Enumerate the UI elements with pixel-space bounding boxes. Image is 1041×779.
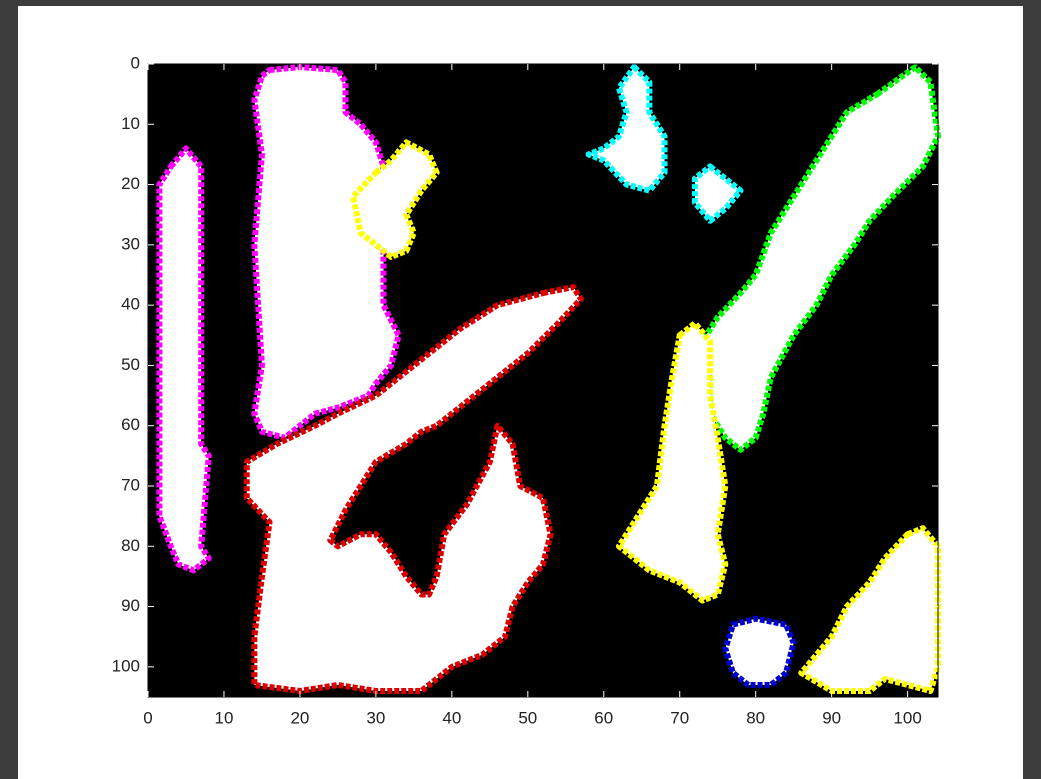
x-tick-label: 90 bbox=[822, 708, 841, 727]
y-tick-label: 30 bbox=[121, 234, 140, 253]
y-tick-label: 40 bbox=[121, 295, 140, 314]
y-tick-label: 90 bbox=[121, 596, 140, 615]
y-tick-label: 60 bbox=[121, 415, 140, 434]
y-tick-label: 70 bbox=[121, 475, 140, 494]
x-tick-label: 40 bbox=[442, 708, 461, 727]
x-tick-label: 0 bbox=[143, 708, 152, 727]
x-tick-label: 70 bbox=[670, 708, 689, 727]
x-tick-label: 80 bbox=[746, 708, 765, 727]
y-tick-label: 0 bbox=[131, 53, 140, 72]
chart: 0 10 20 30 40 50 60 70 80 90 100 0 10 20 30 40 50 60 70 80 9… bbox=[0, 0, 1041, 779]
y-tick-label: 10 bbox=[121, 114, 140, 133]
y-tick-label: 20 bbox=[121, 174, 140, 193]
x-tick-label: 20 bbox=[290, 708, 309, 727]
x-tick-label: 50 bbox=[518, 708, 537, 727]
y-tick-label: 100 bbox=[112, 656, 140, 675]
x-tick-label: 100 bbox=[893, 708, 921, 727]
y-tick-label: 50 bbox=[121, 355, 140, 374]
x-tick-label: 60 bbox=[594, 708, 613, 727]
page: 0 10 20 30 40 50 60 70 80 90 100 0 10 20 30 40 50 60 70 80 9… bbox=[0, 0, 1041, 779]
x-tick-label: 10 bbox=[215, 708, 234, 727]
y-tick-label: 80 bbox=[121, 536, 140, 555]
x-tick-label: 30 bbox=[366, 708, 385, 727]
